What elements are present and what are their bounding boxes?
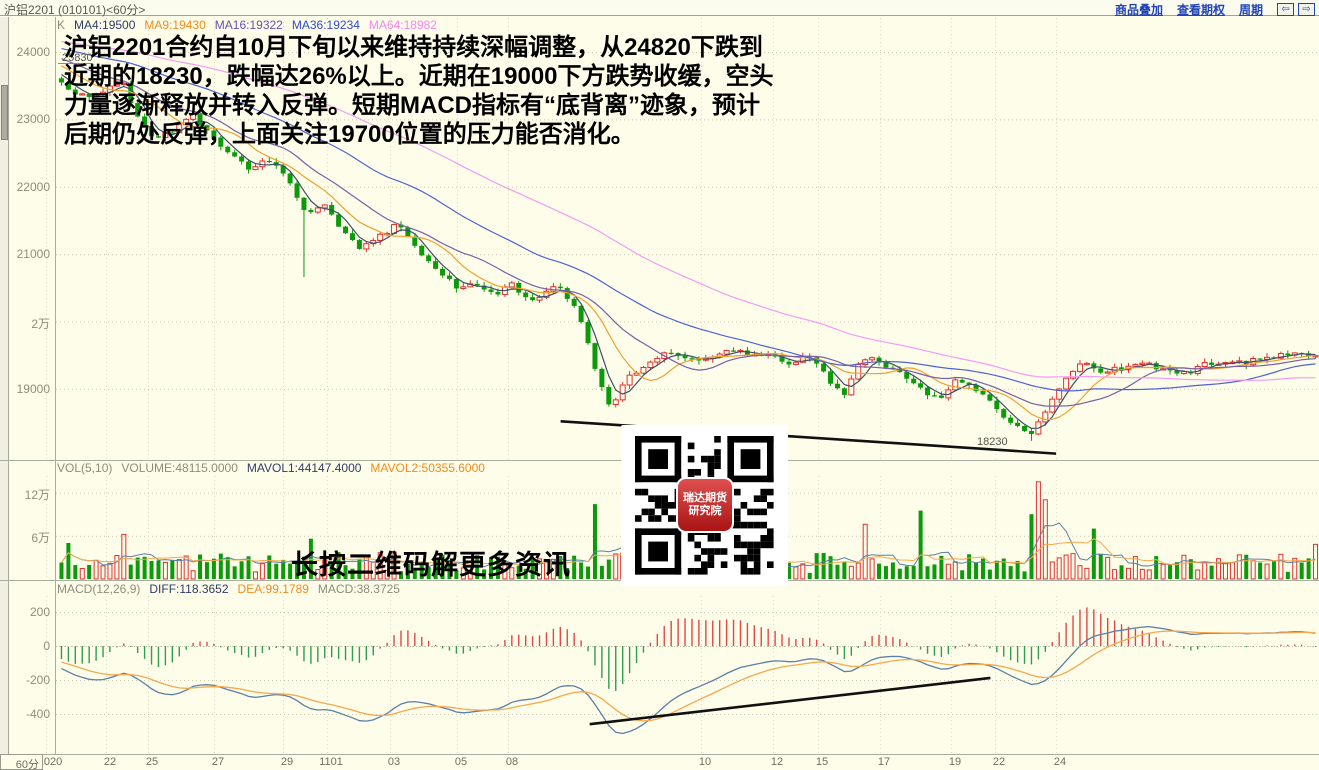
- x-axis-tick-label: 25: [145, 756, 159, 768]
- high-price-tag: 25830: [62, 52, 93, 64]
- qr-logo-line2: 研究院: [688, 505, 722, 517]
- y-axis-tick-label: 200: [29, 605, 50, 619]
- low-price-tag: 18230: [977, 436, 1008, 448]
- volume-legend-item-2: MAVOL1:44147.4000: [246, 461, 362, 475]
- volume-legend-item-0: VOL(5,10): [57, 461, 113, 475]
- main-legend-item-4: MA36:19234: [291, 18, 360, 32]
- y-axis-tick-label: 21000: [16, 247, 50, 262]
- forward-arrow-icon[interactable]: ⇨: [1298, 3, 1315, 16]
- period-indicator: 60分: [0, 754, 43, 770]
- macd-legend-item-1: DIFF:118.3652: [149, 582, 229, 596]
- analysis-annotation: 沪铝2201合约自10月下旬以来维持持续深幅调整，从24820下跌到 近期的18…: [64, 34, 774, 148]
- macd-indicator-legend: MACD(12,26,9) DIFF:118.3652 DEA:99.1789 MAC…: [57, 582, 409, 596]
- main-legend-item-1: MA4:19500: [74, 18, 136, 32]
- window-title: 沪铝2201 (010101)<60分>: [4, 3, 146, 17]
- main-indicator-legend: K MA4:19500 MA9:19430 MA16:19322 MA36:19234 M…: [57, 18, 446, 32]
- qr-center-logo: 瑞达期货 研究院: [676, 477, 734, 533]
- menu-commodity-overlay[interactable]: 商品叠加: [1114, 3, 1163, 17]
- main-legend-item-5: MA64:18982: [368, 18, 437, 32]
- toolbar-links: 商品叠加 查看期权 周期 ⇦ ⇨: [1115, 1, 1315, 18]
- x-axis-tick-label: 24: [1053, 756, 1067, 768]
- x-axis-tick-label: 03: [387, 756, 401, 768]
- x-axis-tick-label: 15: [815, 756, 829, 768]
- y-axis-tick-label: -200: [25, 673, 50, 687]
- y-axis-tick-label: 19000: [16, 381, 50, 396]
- qr-caption: 长按二维码解更多资讯: [291, 550, 571, 580]
- volume-legend-item-1: VOLUME:48115.0000: [121, 461, 238, 475]
- y-axis-tick-label: 12万: [24, 487, 50, 502]
- y-axis-tick-label: 0: [43, 639, 50, 653]
- x-axis-tick-label: 22: [992, 756, 1006, 768]
- y-axis-tick-label: 6万: [31, 530, 50, 545]
- panel-separator-axis: [0, 754, 1319, 755]
- x-axis-tick-label: 17: [877, 756, 891, 768]
- main-legend-item-2: MA9:19430: [144, 18, 206, 32]
- x-axis-tick-label: 27: [211, 756, 225, 768]
- macd-legend-item-0: MACD(12,26,9): [57, 582, 141, 596]
- y-axis-tick-label: 24000: [16, 45, 50, 59]
- y-axis-tick-label: 2万: [31, 316, 50, 331]
- x-axis-tick-label: 05: [454, 756, 468, 768]
- main-legend-item-0: K: [57, 18, 66, 32]
- x-axis-tick-label: 22: [103, 756, 117, 768]
- x-axis-tick-label: 29: [280, 756, 294, 768]
- axis-separator: [55, 17, 56, 754]
- x-axis-tick-label: 1101: [319, 756, 343, 768]
- macd-legend-item-2: DEA:99.1789: [237, 582, 309, 596]
- volume-indicator-legend: VOL(5,10) VOLUME:48115.0000 MAVOL1:44147.4…: [57, 461, 494, 475]
- menu-period[interactable]: 周期: [1238, 3, 1263, 17]
- menu-view-options[interactable]: 查看期权: [1176, 3, 1225, 17]
- y-axis-tick-label: 22000: [16, 179, 50, 194]
- macd-legend-item-3: MACD:38.3725: [317, 582, 400, 596]
- title-bar: 沪铝2201 (010101)<60分> 商品叠加 查看期权 周期 ⇦ ⇨: [0, 0, 1319, 18]
- back-arrow-icon[interactable]: ⇦: [1277, 3, 1294, 16]
- y-axis-tick-label: 23000: [16, 112, 50, 127]
- x-axis-tick-label: 10: [698, 756, 712, 768]
- x-axis-tick-label: 12: [770, 756, 784, 768]
- y-axis-tick-label: -400: [25, 707, 50, 721]
- x-axis-tick-label: 08: [505, 756, 519, 768]
- x-axis-tick-label: 19: [948, 756, 962, 768]
- qr-code: 瑞达期货 研究院: [621, 425, 788, 586]
- scrollbar-thumb[interactable]: [1, 85, 8, 140]
- x-axis-tick-label: 1020: [37, 756, 63, 768]
- left-scrollbar[interactable]: [0, 17, 9, 754]
- main-legend-item-3: MA16:19322: [214, 18, 283, 32]
- volume-legend-item-3: MAVOL2:50355.6000: [370, 461, 485, 475]
- qr-logo-line1: 瑞达期货: [683, 492, 727, 504]
